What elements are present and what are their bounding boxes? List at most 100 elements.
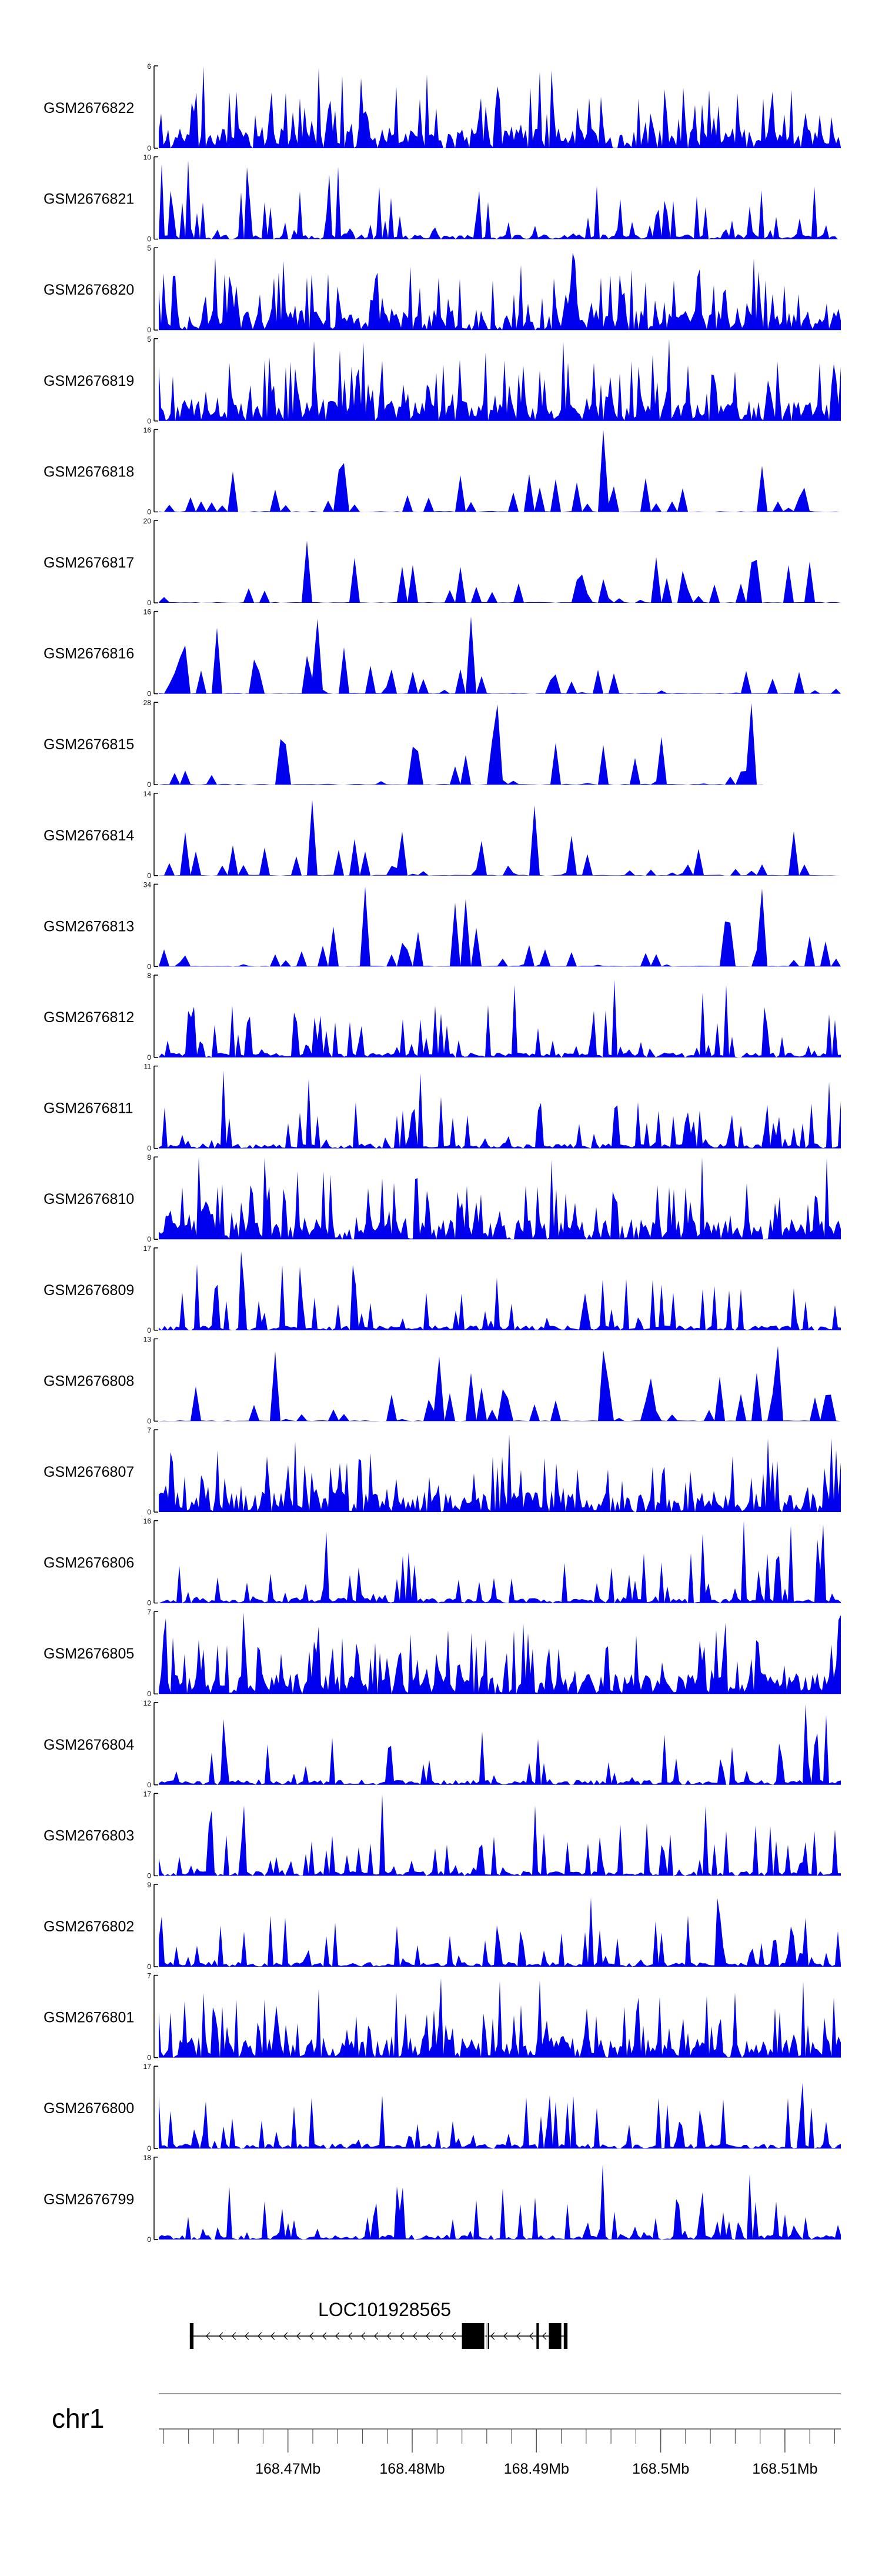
y-axis-max-label: 8 [147, 972, 151, 980]
signal-track: GSM2676799 18 0 [44, 2154, 841, 2244]
strand-arrow [348, 2332, 353, 2340]
strand-arrow [529, 2332, 534, 2340]
track-label: GSM2676815 [44, 736, 134, 753]
gene-label: LOC101928565 [318, 2299, 451, 2320]
signal-area [159, 703, 764, 785]
y-axis-max-label: 7 [147, 1972, 151, 1980]
y-axis-max-label: 16 [143, 608, 152, 616]
y-axis-max-label: 5 [147, 335, 151, 343]
track-label: GSM2676822 [44, 100, 134, 116]
y-axis-min-label: 0 [147, 144, 151, 152]
signal-track: GSM2676806 16 0 [44, 1517, 841, 1607]
y-axis-min-label: 0 [147, 1781, 151, 1789]
y-axis-max-label: 17 [143, 1244, 152, 1253]
signal-area [159, 1520, 841, 1603]
signal-area [159, 1612, 841, 1694]
strand-arrow [205, 2332, 211, 2340]
strand-arrow [309, 2332, 314, 2340]
track-label: GSM2676808 [44, 1373, 134, 1389]
track-label: GSM2676802 [44, 1918, 134, 1935]
track-label: GSM2676806 [44, 1555, 134, 1571]
track-label: GSM2676817 [44, 555, 134, 571]
axis-tick-label: 168.47Mb [255, 2461, 320, 2477]
chromosome-label: chr1 [52, 2403, 104, 2434]
y-axis-min-label: 0 [147, 508, 151, 516]
signal-track: GSM2676817 20 0 [44, 517, 841, 607]
y-axis-max-label: 8 [147, 1153, 151, 1162]
signal-area [159, 1794, 841, 1876]
gene-annotation-track: LOC101928565 [189, 2299, 568, 2349]
signal-track: GSM2676816 16 0 [44, 608, 841, 698]
signal-area [159, 252, 841, 331]
signal-track: GSM2676805 7 0 [44, 1608, 841, 1698]
strand-arrow [386, 2332, 392, 2340]
y-axis-min-label: 0 [147, 780, 151, 789]
track-label: GSM2676812 [44, 1009, 134, 1026]
signal-track: GSM2676821 10 0 [44, 154, 841, 243]
strand-arrow [257, 2332, 262, 2340]
signal-track: GSM2676812 8 0 [44, 972, 841, 1062]
track-label: GSM2676819 [44, 373, 134, 389]
signal-track: GSM2676804 12 0 [44, 1699, 841, 1789]
strand-arrow [335, 2332, 340, 2340]
signal-area [159, 1704, 841, 1785]
y-axis-min-label: 0 [147, 1235, 151, 1243]
signal-area [159, 2083, 841, 2149]
strand-arrow [360, 2332, 366, 2340]
signal-track: GSM2676807 7 0 [44, 1426, 841, 1516]
track-label: GSM2676813 [44, 918, 134, 935]
strand-arrow [399, 2332, 405, 2340]
y-axis-min-label: 0 [147, 1053, 151, 1062]
strand-arrow [490, 2332, 495, 2340]
strand-arrow [322, 2332, 327, 2340]
signal-track: GSM2676814 14 0 [44, 790, 841, 880]
strand-arrow [542, 2332, 547, 2340]
y-axis-max-label: 34 [143, 880, 152, 889]
y-axis-max-label: 10 [143, 154, 152, 162]
track-label: GSM2676801 [44, 2010, 134, 2026]
y-axis-min-label: 0 [147, 599, 151, 607]
signal-area [159, 1251, 841, 1330]
signal-area [159, 1978, 841, 2058]
track-label: GSM2676820 [44, 282, 134, 298]
y-axis-min-label: 0 [147, 1690, 151, 1698]
y-axis-max-label: 17 [143, 2063, 152, 2071]
y-axis-min-label: 0 [147, 1326, 151, 1334]
signal-tracks: GSM267682260GSM2676821100GSM267682050GSM… [44, 62, 841, 2244]
track-label: GSM2676811 [44, 1100, 133, 1117]
signal-area [159, 616, 841, 694]
signal-area [159, 886, 841, 967]
strand-arrow [244, 2332, 249, 2340]
strand-arrow [218, 2332, 223, 2340]
signal-track: GSM2676819 5 0 [44, 335, 841, 425]
signal-track: GSM2676815 28 0 [44, 699, 764, 789]
y-axis-min-label: 0 [147, 1417, 151, 1425]
y-axis-max-label: 28 [143, 699, 152, 707]
track-label: GSM2676814 [44, 827, 134, 844]
y-axis-max-label: 12 [143, 1699, 152, 1707]
gene-exon [563, 2323, 568, 2349]
y-axis-min-label: 0 [147, 326, 151, 334]
strand-arrow [231, 2332, 236, 2340]
signal-area [159, 339, 841, 421]
signal-track: GSM2676811 11 0 [44, 1063, 841, 1153]
signal-track: GSM2676813 34 0 [44, 880, 841, 970]
track-label: GSM2676810 [44, 1191, 134, 1207]
strand-arrow [412, 2332, 417, 2340]
y-axis-min-label: 0 [147, 2144, 151, 2153]
signal-track: GSM2676802 9 0 [44, 1881, 841, 1971]
strand-arrow [373, 2332, 379, 2340]
axis-tick-label: 168.49Mb [504, 2461, 569, 2477]
gene-exon [189, 2323, 194, 2349]
y-axis-max-label: 14 [143, 790, 152, 798]
track-label: GSM2676804 [44, 1737, 134, 1753]
y-axis-max-label: 5 [147, 244, 151, 252]
signal-track: GSM2676800 17 0 [44, 2063, 841, 2153]
y-axis-min-label: 0 [147, 1963, 151, 1971]
track-label: GSM2676807 [44, 1464, 134, 1480]
axis-tick-label: 168.51Mb [752, 2461, 817, 2477]
y-axis-max-label: 9 [147, 1881, 151, 1889]
y-axis-min-label: 0 [147, 1599, 151, 1607]
strand-arrow [451, 2332, 456, 2340]
